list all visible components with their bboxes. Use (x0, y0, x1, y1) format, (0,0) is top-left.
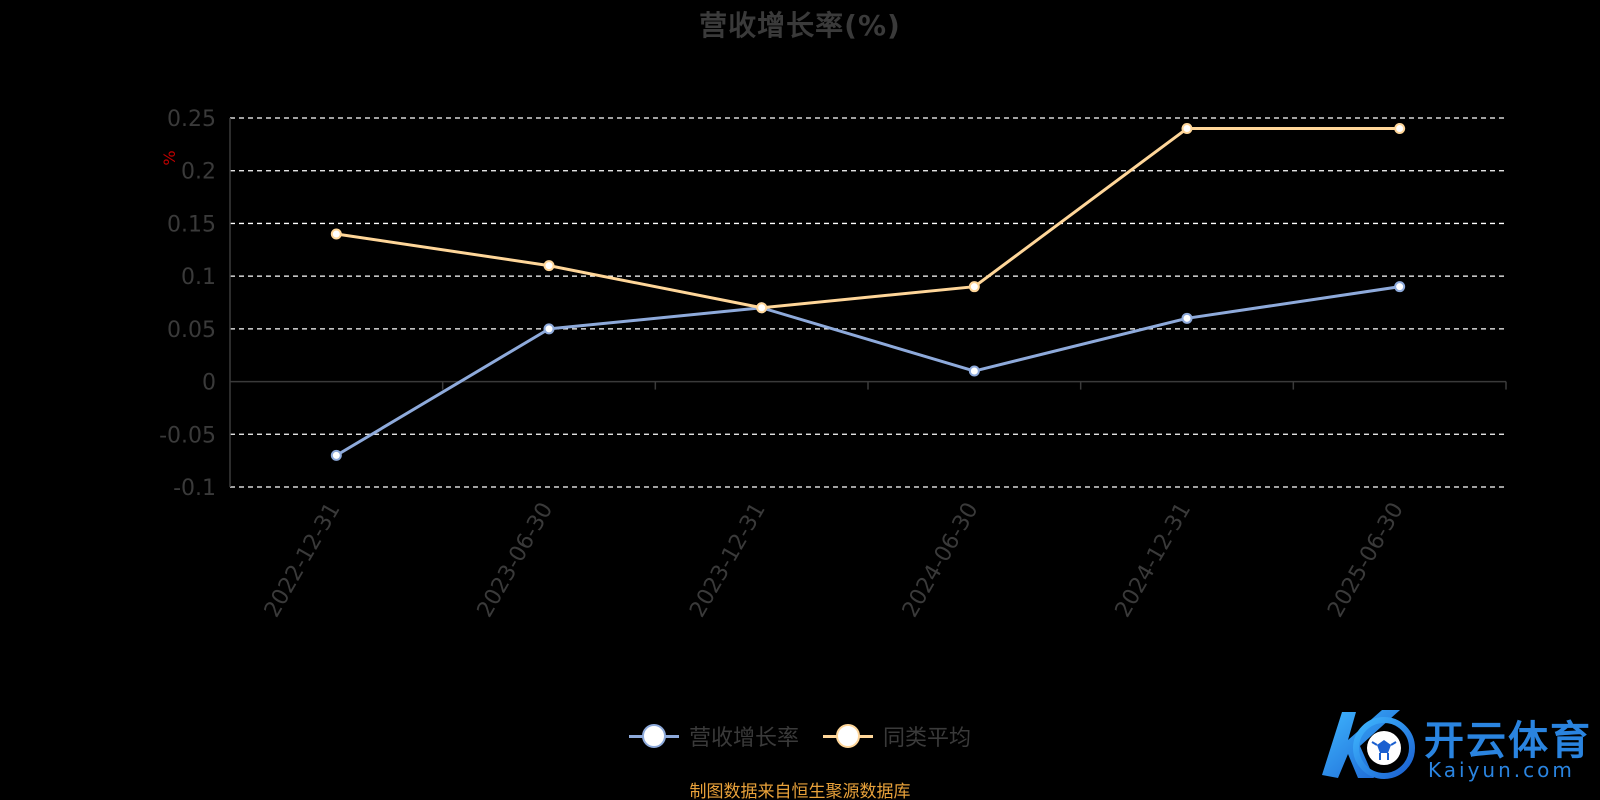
watermark-brand: 开云体育 (1424, 718, 1592, 764)
watermark-url: Kaiyun.com (1428, 758, 1575, 782)
x-tick-label-4: 2024-12-31 (1111, 499, 1197, 622)
data-point-s1-1 (543, 260, 555, 272)
y-tick-label-2: 0.15 (167, 212, 216, 237)
soccer-ball-k-logo-icon (1322, 710, 1415, 779)
y-tick-label-7: -0.1 (173, 476, 216, 501)
legend: 营收增长率 同类平均 (0, 716, 1600, 756)
data-point-s0-1 (543, 323, 555, 335)
series-line-0 (335, 285, 1400, 457)
x-tick-label-3: 2024-06-30 (898, 498, 984, 621)
watermark: 开云体育 Kaiyun.com (1312, 700, 1592, 792)
legend-label-peer-average: 同类平均 (883, 726, 972, 751)
x-tick-label-5: 2025-06-30 (1323, 499, 1409, 622)
y-tick-label-0: 0.25 (167, 107, 216, 132)
legend-swatch-revenue-growth (628, 722, 679, 750)
legend-label-revenue-growth: 营收增长率 (688, 726, 799, 751)
x-tick-label-0: 2022-12-31 (260, 499, 346, 622)
x-tick-label-2: 2023-12-31 (685, 499, 771, 622)
y-axis-label: % (160, 150, 179, 165)
chart-title: 营收增长率(%) (699, 9, 901, 42)
data-point-s1-2 (756, 302, 768, 314)
legend-marker-peer-average (836, 724, 860, 748)
data-point-s1-4 (1181, 123, 1193, 135)
x-tick-label-1: 2023-06-30 (473, 499, 559, 622)
y-tick-label-4: 0.05 (167, 318, 216, 343)
y-tick-label-3: 0.1 (181, 265, 216, 290)
data-point-s0-4 (1181, 312, 1193, 324)
legend-item-revenue-growth[interactable]: 营收增长率 (628, 720, 799, 752)
line-chart: 0.25 0.2 0.15 0.1 0.05 0 -0.05 -0.1% 2022-12-31 2… (159, 107, 1507, 622)
y-tick-label-5: 0 (202, 371, 216, 396)
series-line-1 (336, 127, 1400, 310)
data-point-s0-5 (1394, 281, 1406, 293)
y-tick-label-1: 0.2 (181, 160, 216, 185)
data-point-s0-3 (968, 365, 980, 377)
legend-item-peer-average[interactable]: 同类平均 (823, 720, 971, 752)
data-point-s1-3 (968, 281, 980, 293)
y-tick-label-6: -0.05 (159, 423, 216, 448)
data-point-s0-0 (330, 449, 342, 461)
data-point-s1-5 (1394, 123, 1406, 135)
data-source-note: 制图数据来自恒生聚源数据库 (689, 782, 911, 800)
data-point-s1-0 (330, 228, 342, 240)
legend-marker-revenue-growth (641, 724, 666, 748)
legend-swatch-peer-average (823, 722, 873, 750)
